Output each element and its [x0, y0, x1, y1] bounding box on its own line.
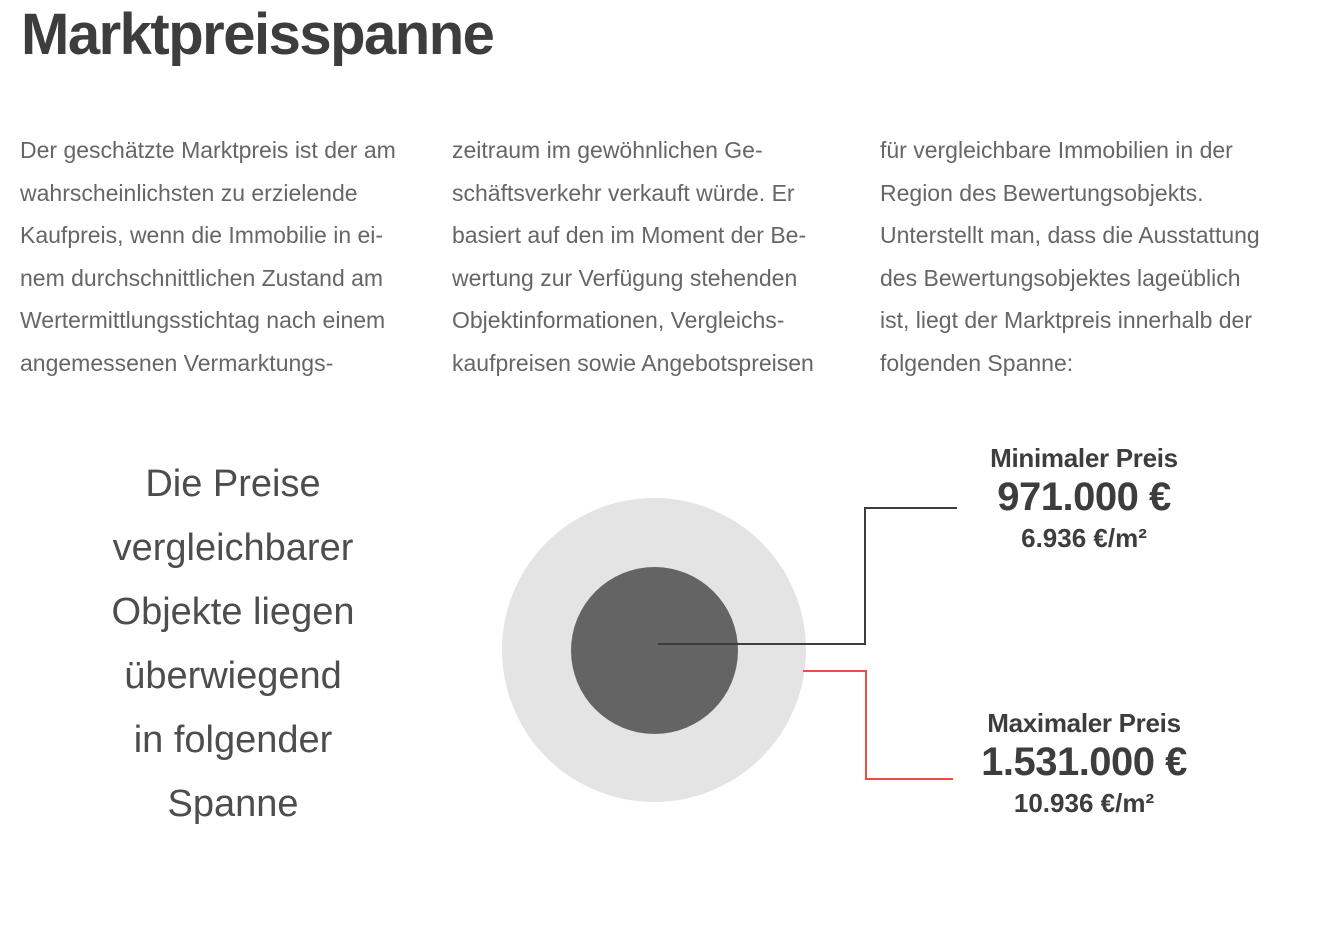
max-price-connector-line [865, 778, 953, 780]
intro-line: basiert auf den im Moment der Be- [452, 222, 807, 248]
max-price-block: Maximaler Preis 1.531.000 € 10.936 €/m² [944, 708, 1224, 819]
intro-line: für vergleichbare Immobilien in der [880, 137, 1233, 163]
intro-line: des Bewertungsobjektes lageüblich [880, 264, 1241, 291]
max-price-label: Maximaler Preis [987, 708, 1181, 738]
page-title: Marktpreisspanne [21, 2, 495, 67]
intro-column-2: zeitraum im gewöhnlichen Ge- schäftsverk… [452, 129, 814, 384]
intro-line: nem durchschnittlichen Zustand am [20, 264, 384, 291]
min-price-block: Minimaler Preis 971.000 € 6.936 €/m² [944, 443, 1224, 554]
intro-column-1: Der geschätzte Marktpreis ist der am wah… [20, 129, 396, 384]
range-note-line: überwiegend [124, 655, 342, 697]
range-note-line: Spanne [167, 783, 299, 825]
max-price-connector-line [865, 670, 867, 780]
intro-line: Unterstellt man, dass die Ausstattung [880, 222, 1260, 248]
intro-line: ist, liegt der Marktpreis innerhalb der [880, 307, 1252, 333]
intro-line: Region des Bewertungsobjekts. [880, 179, 1204, 206]
market-price-inner-circle [571, 567, 738, 734]
range-note-line: in folgender [133, 719, 333, 761]
max-price-per-sqm: 10.936 €/m² [1013, 788, 1155, 818]
intro-line: folgenden Spanne: [880, 349, 1074, 376]
intro-line: wahrscheinlichsten zu erzielende [20, 179, 358, 206]
intro-line: zeitraum im gewöhnlichen Ge- [452, 137, 763, 163]
min-price-label: Minimaler Preis [990, 443, 1178, 473]
min-price-connector-line [658, 643, 866, 645]
range-note-line: vergleichbarer [112, 527, 354, 569]
range-note: Die Preise vergleichbarer Objekte liegen… [40, 452, 426, 836]
min-price-connector-line [864, 507, 957, 509]
intro-line: Objektinformationen, Vergleichs- [452, 307, 785, 333]
intro-line: kaufpreisen sowie Angebotspreisen [452, 349, 814, 376]
intro-line: Wertermittlungsstichtag nach einem [20, 307, 386, 333]
range-note-line: Objekte liegen [111, 591, 355, 633]
min-price-per-sqm: 6.936 €/m² [1021, 523, 1147, 553]
max-price-value: 1.531.000 € [981, 740, 1187, 784]
intro-column-3: für vergleichbare Immobilien in der Regi… [880, 129, 1260, 384]
max-price-connector-line [803, 670, 867, 672]
min-price-value: 971.000 € [997, 475, 1171, 519]
range-note-line: Die Preise [145, 463, 321, 505]
min-price-connector-line [864, 507, 866, 645]
intro-line: schäftsverkehr verkauft würde. Er [452, 179, 795, 206]
intro-line: Kaufpreis, wenn die Immobilie in ei- [20, 222, 384, 248]
intro-line: Der geschätzte Marktpreis ist der am [20, 137, 396, 163]
intro-line: wertung zur Verfügung stehenden [452, 264, 798, 291]
intro-line: angemessenen Vermarktungs- [20, 349, 334, 376]
